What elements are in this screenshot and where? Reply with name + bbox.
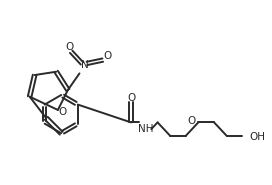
Text: O: O (65, 42, 74, 52)
Text: O: O (188, 116, 196, 126)
Text: NH: NH (138, 124, 154, 134)
Text: O: O (104, 51, 112, 61)
Text: O: O (58, 107, 66, 117)
Text: N: N (81, 60, 88, 70)
Text: OH: OH (250, 132, 266, 142)
Text: O: O (127, 93, 135, 103)
